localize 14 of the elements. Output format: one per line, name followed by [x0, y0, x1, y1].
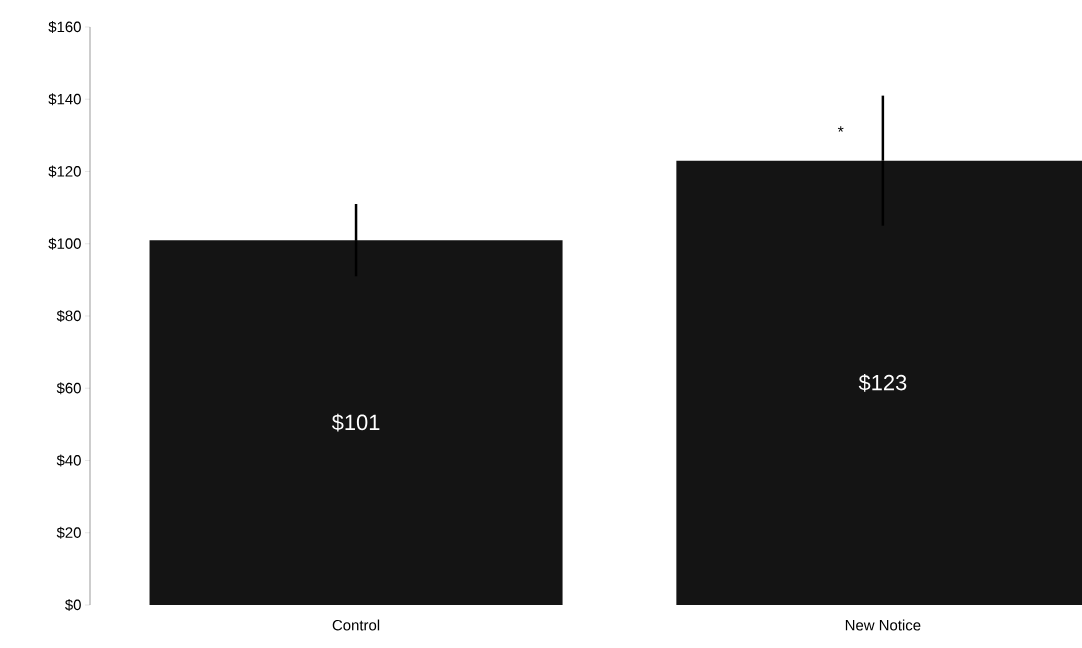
y-tick-label: $120: [48, 165, 81, 178]
y-tick-label: $100: [48, 237, 81, 250]
y-tick-label: $60: [56, 382, 81, 395]
annotation: *: [837, 126, 844, 132]
data-label: $123: [858, 373, 907, 392]
y-tick-label: $20: [56, 526, 81, 539]
y-tick-label: $40: [56, 454, 81, 467]
x-tick-label: Control: [332, 619, 380, 631]
y-tick-label: $160: [48, 20, 81, 34]
x-tick-label: New Notice: [845, 619, 921, 631]
data-label: $101: [331, 413, 380, 432]
y-tick-label: $80: [56, 309, 81, 323]
y-tick-label: $140: [48, 93, 81, 106]
y-tick-label: $0: [65, 598, 81, 612]
